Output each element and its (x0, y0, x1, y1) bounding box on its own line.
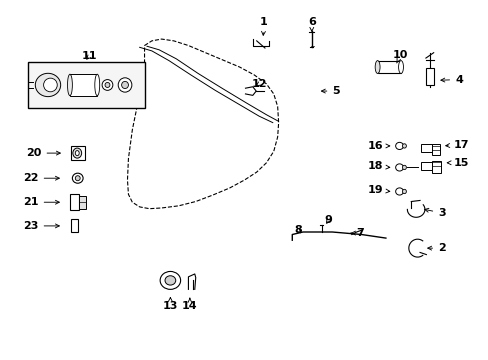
Ellipse shape (73, 148, 81, 158)
Ellipse shape (43, 78, 57, 92)
Bar (377, 60, 400, 73)
Text: 16: 16 (366, 141, 389, 151)
Text: 15: 15 (447, 158, 468, 168)
Ellipse shape (395, 164, 403, 171)
Text: 14: 14 (182, 298, 197, 311)
Text: 10: 10 (392, 50, 407, 63)
Bar (70, 74, 97, 96)
Text: 19: 19 (366, 185, 389, 195)
Bar (70, 194, 79, 210)
Ellipse shape (374, 60, 379, 73)
Text: 23: 23 (23, 221, 59, 231)
Text: 9: 9 (324, 215, 332, 225)
Text: 20: 20 (26, 148, 60, 158)
Bar (431, 144, 439, 155)
Bar (71, 146, 84, 160)
Ellipse shape (395, 142, 403, 149)
Bar (71, 220, 78, 232)
Text: 13: 13 (163, 298, 178, 311)
Ellipse shape (75, 150, 79, 156)
Text: 17: 17 (445, 140, 468, 150)
Ellipse shape (395, 188, 403, 195)
Bar (79, 196, 86, 209)
Ellipse shape (102, 80, 113, 90)
Text: 18: 18 (366, 161, 389, 171)
Ellipse shape (402, 165, 406, 170)
Bar (431, 161, 440, 173)
Bar (425, 68, 433, 85)
Text: 11: 11 (81, 51, 97, 61)
Text: 5: 5 (321, 86, 339, 96)
Text: 2: 2 (427, 243, 445, 253)
Text: 21: 21 (23, 197, 59, 207)
Ellipse shape (95, 74, 100, 96)
Ellipse shape (75, 176, 80, 181)
Ellipse shape (164, 276, 175, 285)
Ellipse shape (122, 81, 128, 89)
Text: 7: 7 (350, 228, 364, 238)
Text: 4: 4 (440, 75, 462, 85)
Text: 8: 8 (294, 225, 302, 235)
Ellipse shape (398, 60, 403, 73)
Text: 6: 6 (307, 17, 315, 31)
Text: 12: 12 (251, 79, 266, 89)
Ellipse shape (67, 74, 72, 96)
Ellipse shape (118, 78, 132, 92)
Text: 1: 1 (260, 17, 267, 35)
Ellipse shape (35, 73, 61, 96)
Text: 22: 22 (23, 173, 59, 183)
Bar (27, 62, 144, 108)
Ellipse shape (160, 271, 180, 289)
Ellipse shape (72, 173, 83, 183)
Ellipse shape (105, 82, 110, 87)
Bar (420, 162, 431, 170)
Text: 3: 3 (424, 208, 445, 218)
Bar (420, 144, 431, 152)
Ellipse shape (402, 189, 406, 194)
Ellipse shape (402, 144, 406, 148)
